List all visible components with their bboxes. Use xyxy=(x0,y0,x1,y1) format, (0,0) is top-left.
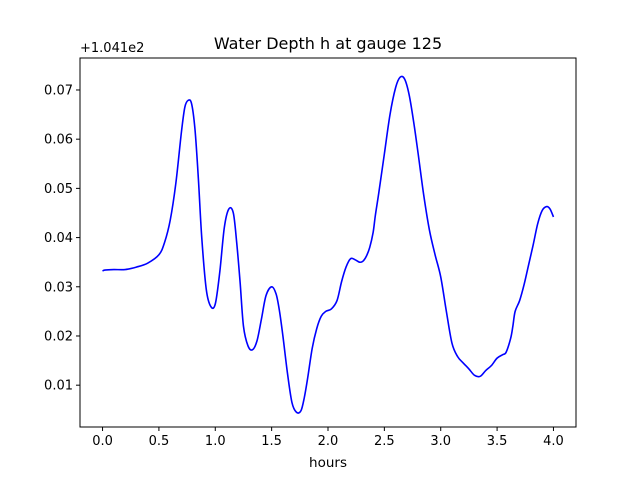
x-tick-label: 1.0 xyxy=(205,434,226,449)
y-tick-label: 0.04 xyxy=(44,231,73,246)
chart-title: Water Depth h at gauge 125 xyxy=(214,34,442,53)
y-offset-label: +1.041e2 xyxy=(80,41,144,56)
series-line xyxy=(102,75,555,414)
x-tick-label: 3.5 xyxy=(487,434,508,449)
x-tick-label: 4.0 xyxy=(543,434,564,449)
plot-area: 0.0 0.5 1.0 1.5 2.0 2.5 3.0 3.5 4.0 0.01 0.02 0.03 0… xyxy=(44,75,564,449)
x-axis-label: hours xyxy=(309,455,347,471)
x-tick-label: 0.0 xyxy=(92,434,113,449)
x-tick-label: 2.5 xyxy=(374,434,395,449)
y-tick-label: 0.07 xyxy=(44,83,73,98)
x-tick-label: 0.5 xyxy=(149,434,170,449)
y-tick-label: 0.02 xyxy=(44,329,73,344)
y-tick-label: 0.03 xyxy=(44,280,73,295)
y-tick-label: 0.05 xyxy=(44,182,73,197)
axes-frame xyxy=(79,57,577,428)
x-tick-label: 3.0 xyxy=(430,434,451,449)
y-tick-label: 0.06 xyxy=(44,133,73,148)
x-tick-label: 1.5 xyxy=(261,434,282,449)
y-tick-label: 0.01 xyxy=(44,379,73,394)
x-tick-label: 2.0 xyxy=(318,434,339,449)
